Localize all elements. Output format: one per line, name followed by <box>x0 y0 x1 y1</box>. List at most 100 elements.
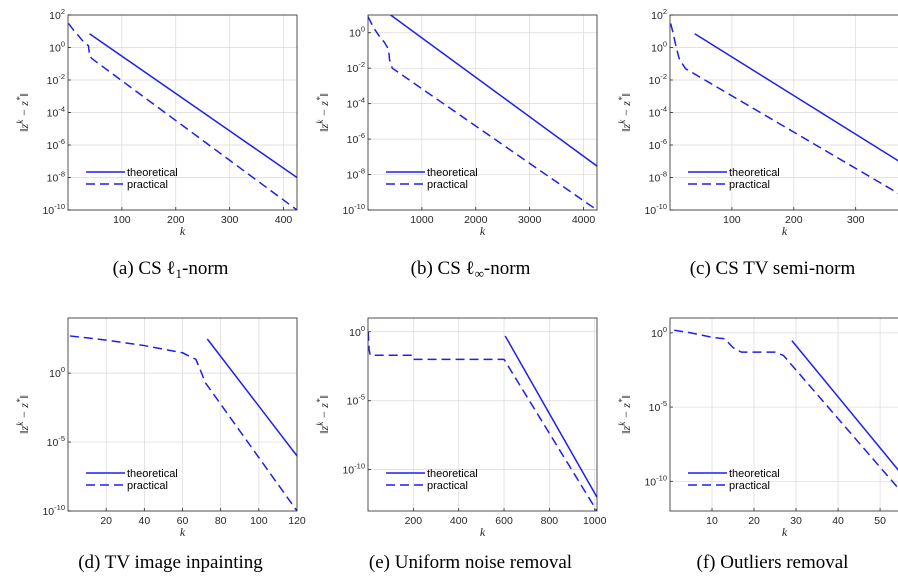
legend-label-practical: practical <box>729 179 770 191</box>
x-tick-label: 800 <box>541 515 559 527</box>
x-tick-label: 100 <box>250 515 268 527</box>
y-tick-label: 10-8 <box>347 167 365 182</box>
x-tick-label: 300 <box>847 214 865 226</box>
series-practical <box>368 331 597 511</box>
panel-caption: (e) Uniform noise removal <box>369 552 572 573</box>
y-tick-label: 10-2 <box>347 60 365 75</box>
series-practical <box>68 23 297 210</box>
panel-caption: (c) CS TV semi-norm <box>690 258 856 279</box>
y-tick-label: 102 <box>651 7 667 22</box>
x-tick-label: 20 <box>748 515 760 527</box>
y-tick-label: 10-6 <box>47 137 65 152</box>
axes-frame <box>367 317 598 512</box>
x-tick-label: 100 <box>113 214 131 226</box>
series-practical <box>69 335 297 511</box>
x-tick-label: 1000 <box>583 515 607 527</box>
series-practical <box>670 23 898 195</box>
legend-label-theoretical: theoretical <box>127 468 178 480</box>
y-tick-label: 10-8 <box>47 170 65 185</box>
y-tick-label: 10-4 <box>47 105 65 120</box>
legend-label-theoretical: theoretical <box>729 468 780 480</box>
y-tick-label: 100 <box>349 324 365 339</box>
y-tick-label: 10-6 <box>347 131 365 146</box>
y-tick-label: 10-8 <box>649 170 667 185</box>
x-axis-label: k <box>782 224 788 238</box>
series-practical <box>368 16 597 210</box>
y-axis-label: ‖zk − z*‖ <box>617 395 633 434</box>
legend-label-theoretical: theoretical <box>427 167 478 179</box>
x-tick-label: 30 <box>790 515 802 527</box>
y-tick-label: 10-6 <box>649 137 667 152</box>
legend-label-theoretical: theoretical <box>427 468 478 480</box>
x-axis-label: k <box>480 525 486 539</box>
legend-label-practical: practical <box>427 480 468 492</box>
legend-label-practical: practical <box>127 179 168 191</box>
panel-f: 10 20 30 40 50 10-10 10-5 100 k ‖zk − z*‖ theoreti… <box>617 317 898 573</box>
y-tick-label: 10-10 <box>42 202 65 217</box>
panel-caption: (a) CS ℓ1-norm <box>113 258 229 281</box>
x-tick-label: 40 <box>138 515 150 527</box>
x-tick-label: 100 <box>723 214 741 226</box>
y-tick-label: 100 <box>49 365 65 380</box>
x-tick-label: 1000 <box>410 214 434 226</box>
x-tick-label: 400 <box>275 214 293 226</box>
x-tick-label: 200 <box>405 515 423 527</box>
series-theoretical <box>206 338 297 457</box>
panel-b: 1000 2000 3000 4000 10-10 10-8 10-6 10-4 10-2 100… <box>315 14 598 281</box>
x-tick-label: 300 <box>221 214 239 226</box>
y-tick-label: 10-5 <box>649 399 667 414</box>
legend-label-theoretical: theoretical <box>729 167 780 179</box>
y-tick-label: 100 <box>349 25 365 40</box>
y-tick-label: 102 <box>49 7 65 22</box>
x-tick-label: 60 <box>177 515 189 527</box>
legend-label-practical: practical <box>127 480 168 492</box>
x-tick-label: 200 <box>167 214 185 226</box>
x-tick-label: 50 <box>874 515 886 527</box>
y-tick-label: 10-2 <box>649 72 667 87</box>
legend-label-practical: practical <box>427 179 468 191</box>
y-axis-label: ‖zk − z*‖ <box>315 395 331 434</box>
y-tick-label: 100 <box>651 325 667 340</box>
panel-caption: (f) Outliers removal <box>697 552 849 573</box>
x-tick-label: 20 <box>100 515 112 527</box>
legend-label-practical: practical <box>729 480 770 492</box>
x-tick-label: 10 <box>706 515 718 527</box>
legend-label-theoretical: theoretical <box>127 167 178 179</box>
series-theoretical <box>694 33 898 162</box>
y-tick-label: 10-10 <box>644 202 667 217</box>
y-tick-label: 10-10 <box>644 473 667 488</box>
y-tick-label: 10-10 <box>342 202 365 217</box>
y-axis-label: ‖zk − z*‖ <box>617 93 633 132</box>
y-tick-label: 10-5 <box>347 393 365 408</box>
y-tick-label: 10-10 <box>342 462 365 477</box>
axes-frame <box>669 317 898 512</box>
x-axis-label: k <box>180 224 186 238</box>
y-tick-label: 10-4 <box>347 96 365 111</box>
x-axis-label: k <box>782 525 788 539</box>
x-tick-label: 600 <box>495 515 513 527</box>
y-tick-label: 10-5 <box>47 434 65 449</box>
panel-a: 100 200 300 400 10-10 10-8 10-6 10-4 10-2 100 102 k… <box>15 7 298 281</box>
y-axis-label: ‖zk − z*‖ <box>15 93 31 132</box>
x-axis-label: k <box>480 224 486 238</box>
series-theoretical <box>504 335 597 498</box>
panel-d: 20 40 60 80 100 120 10-10 10-5 100 k ‖zk − z*‖ theo… <box>15 317 306 573</box>
y-axis-label: ‖zk − z*‖ <box>15 395 31 434</box>
x-tick-label: 80 <box>215 515 227 527</box>
x-tick-label: 40 <box>832 515 844 527</box>
series-practical <box>674 329 898 490</box>
y-tick-label: 10-2 <box>47 72 65 87</box>
y-tick-label: 10-4 <box>649 105 667 120</box>
x-tick-label: 200 <box>785 214 803 226</box>
y-tick-label: 10-10 <box>42 503 65 518</box>
y-tick-label: 100 <box>651 40 667 55</box>
x-tick-label: 400 <box>450 515 468 527</box>
series-theoretical <box>390 15 597 167</box>
